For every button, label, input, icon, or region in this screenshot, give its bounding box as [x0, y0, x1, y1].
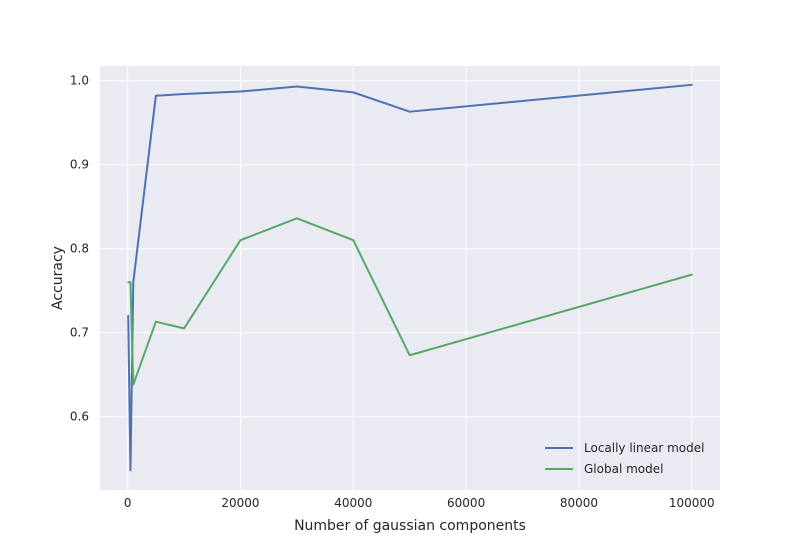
y-tick-label: 0.9: [70, 158, 89, 172]
y-tick-labels: 0.6 0.7 0.8 0.9 1.0: [70, 74, 89, 424]
legend-label: Global model: [584, 462, 663, 476]
legend-label: Locally linear model: [584, 441, 704, 455]
grid-lines: [100, 66, 720, 490]
x-tick-label: 40000: [334, 496, 372, 510]
x-axis-title: Number of gaussian components: [294, 518, 526, 534]
legend: Locally linear model Global model: [545, 441, 704, 476]
plot-background: [100, 66, 720, 490]
x-tick-label: 0: [124, 496, 132, 510]
series-layer: [127, 83, 693, 472]
x-tick-label: 60000: [447, 496, 485, 510]
x-tick-label: 100000: [669, 496, 715, 510]
x-tick-labels: 0 20000 40000 60000 80000 100000: [124, 496, 715, 510]
x-tick-label: 80000: [560, 496, 598, 510]
y-tick-label: 0.6: [70, 410, 89, 424]
y-axis-title: Accuracy: [50, 246, 66, 310]
y-tick-label: 0.7: [70, 326, 89, 340]
series-line-1: [127, 83, 693, 472]
y-tick-label: 1.0: [70, 74, 89, 88]
y-tick-label: 0.8: [70, 242, 89, 256]
series-line-2: [127, 217, 693, 386]
x-tick-label: 20000: [221, 496, 259, 510]
